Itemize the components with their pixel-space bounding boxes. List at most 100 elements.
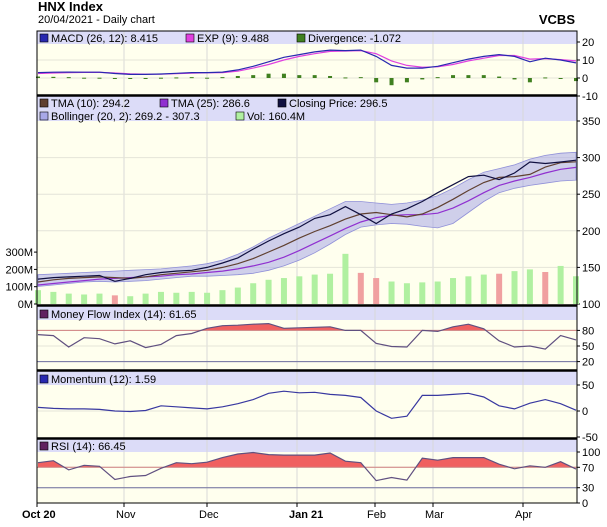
macd-line bbox=[37, 49, 577, 76]
volume-bar bbox=[373, 278, 380, 304]
divergence-bar bbox=[189, 77, 194, 79]
volume-bar bbox=[450, 278, 457, 304]
volume-bar bbox=[188, 291, 195, 304]
chart-title: HNX Index bbox=[38, 0, 104, 14]
y-tick-label: 0 bbox=[582, 498, 588, 510]
volume-bar bbox=[265, 279, 272, 304]
y-tick-label: 0 bbox=[582, 73, 588, 85]
momentum-line bbox=[37, 390, 577, 419]
legend-swatch bbox=[296, 33, 306, 43]
y-tick-label: 80 bbox=[582, 325, 594, 337]
y-tick-label: 30 bbox=[582, 483, 594, 495]
closing-price-line bbox=[37, 159, 577, 282]
volume-bar bbox=[96, 293, 103, 304]
volume-bar bbox=[327, 273, 334, 304]
y-tick-label: -50 bbox=[582, 432, 598, 444]
y-tick-label: 50 bbox=[582, 380, 594, 392]
rsi-line bbox=[37, 451, 577, 482]
divergence-bar bbox=[281, 73, 286, 78]
volume-bar bbox=[465, 276, 472, 304]
x-tick-label: Mar bbox=[425, 509, 444, 521]
x-tick-label: Nov bbox=[116, 509, 136, 521]
legend-label: TMA (10): 294.2 bbox=[51, 98, 130, 110]
divergence-bar bbox=[174, 77, 179, 79]
volume-bar bbox=[65, 293, 72, 304]
volume-tick-label: 300M bbox=[5, 247, 33, 259]
divergence-bar bbox=[574, 78, 578, 82]
volume-bar bbox=[403, 283, 410, 304]
volume-bar bbox=[542, 271, 549, 304]
x-tick-label: Feb bbox=[367, 509, 386, 521]
divergence-bar bbox=[420, 78, 425, 80]
legend-label: MACD (26, 12): 8.415 bbox=[51, 33, 158, 45]
divergence-bar bbox=[66, 77, 71, 79]
legend-swatch bbox=[39, 98, 49, 108]
legend-swatch bbox=[159, 98, 169, 108]
legend-label: Bollinger (20, 2): 269.2 - 307.3 bbox=[51, 111, 200, 123]
volume-bar bbox=[50, 291, 57, 304]
legend-label: Momentum (12): 1.59 bbox=[51, 374, 156, 386]
x-tick-label: Jan 21 bbox=[289, 509, 323, 521]
divergence-bar bbox=[527, 78, 532, 83]
volume-bar bbox=[434, 281, 441, 304]
y-tick-label: 350 bbox=[582, 116, 600, 128]
legend-band bbox=[37, 371, 577, 385]
divergence-bar bbox=[235, 75, 240, 78]
panel-price: 350 300 250 200 150 100 TMA (10): 294.2 TMA (25… bbox=[5, 95, 600, 311]
divergence-bar bbox=[481, 75, 486, 78]
legend-band bbox=[37, 31, 577, 44]
legend-label: EXP (9): 9.488 bbox=[197, 33, 269, 45]
legend-band bbox=[37, 439, 577, 452]
y-tick-label: 150 bbox=[582, 262, 600, 274]
divergence-bar bbox=[158, 77, 163, 79]
volume-bar bbox=[388, 281, 395, 304]
volume-bar bbox=[419, 282, 426, 304]
volume-bar bbox=[234, 287, 241, 304]
x-tick-label: Apr bbox=[515, 509, 532, 521]
panel-mfi: 80 50 20 Money Flow Index (14): 61.65 bbox=[36, 305, 594, 371]
legend-label: Closing Price: 296.5 bbox=[289, 98, 387, 110]
legend-band bbox=[37, 96, 577, 121]
divergence-bar bbox=[266, 73, 271, 78]
volume-bar bbox=[35, 290, 41, 304]
panel-momentum: 50 0 -50 Momentum (12): 1.59 bbox=[36, 370, 598, 444]
divergence-bar bbox=[451, 75, 456, 78]
volume-tick-label: 100M bbox=[5, 282, 33, 294]
legend-swatch bbox=[39, 309, 49, 319]
overbought-fill bbox=[38, 323, 576, 331]
divergence-bar bbox=[404, 78, 409, 83]
volume-bar bbox=[250, 283, 257, 304]
legend-swatch bbox=[39, 374, 49, 384]
volume-bar bbox=[311, 274, 318, 304]
volume-tick-label: 0M bbox=[18, 299, 33, 311]
divergence-bar bbox=[389, 78, 394, 86]
volume-bar bbox=[81, 294, 88, 304]
y-tick-label: 250 bbox=[582, 189, 600, 201]
y-tick-label: 50 bbox=[582, 341, 594, 353]
divergence-bar bbox=[220, 77, 225, 79]
legend-band bbox=[37, 306, 577, 320]
legend-swatch bbox=[39, 441, 49, 451]
tma10-line bbox=[37, 161, 577, 283]
x-tick-label: Dec bbox=[199, 509, 219, 521]
legend-swatch bbox=[185, 33, 195, 43]
volume-bar bbox=[142, 293, 149, 304]
y-tick-label: 200 bbox=[582, 226, 600, 238]
divergence-bar bbox=[82, 77, 87, 79]
legend-label: Vol: 160.4M bbox=[247, 111, 305, 123]
legend-swatch bbox=[39, 111, 49, 121]
divergence-bar bbox=[297, 75, 302, 78]
volume-bar bbox=[296, 276, 303, 304]
volume-bar bbox=[557, 265, 564, 304]
panel-macd: 20 10 0 -10 MACD (26, 12): 8.415 EXP (9): 9.4… bbox=[36, 30, 598, 103]
divergence-bar bbox=[251, 75, 256, 78]
divergence-bar bbox=[97, 77, 102, 79]
legend-label: TMA (25): 286.6 bbox=[171, 98, 250, 110]
volume-bar bbox=[511, 271, 518, 304]
divergence-bar bbox=[143, 78, 148, 79]
legend-label: Money Flow Index (14): 61.65 bbox=[51, 309, 197, 321]
divergence-bar bbox=[36, 76, 40, 78]
y-tick-label: 20 bbox=[582, 37, 594, 49]
divergence-bar bbox=[435, 77, 440, 79]
